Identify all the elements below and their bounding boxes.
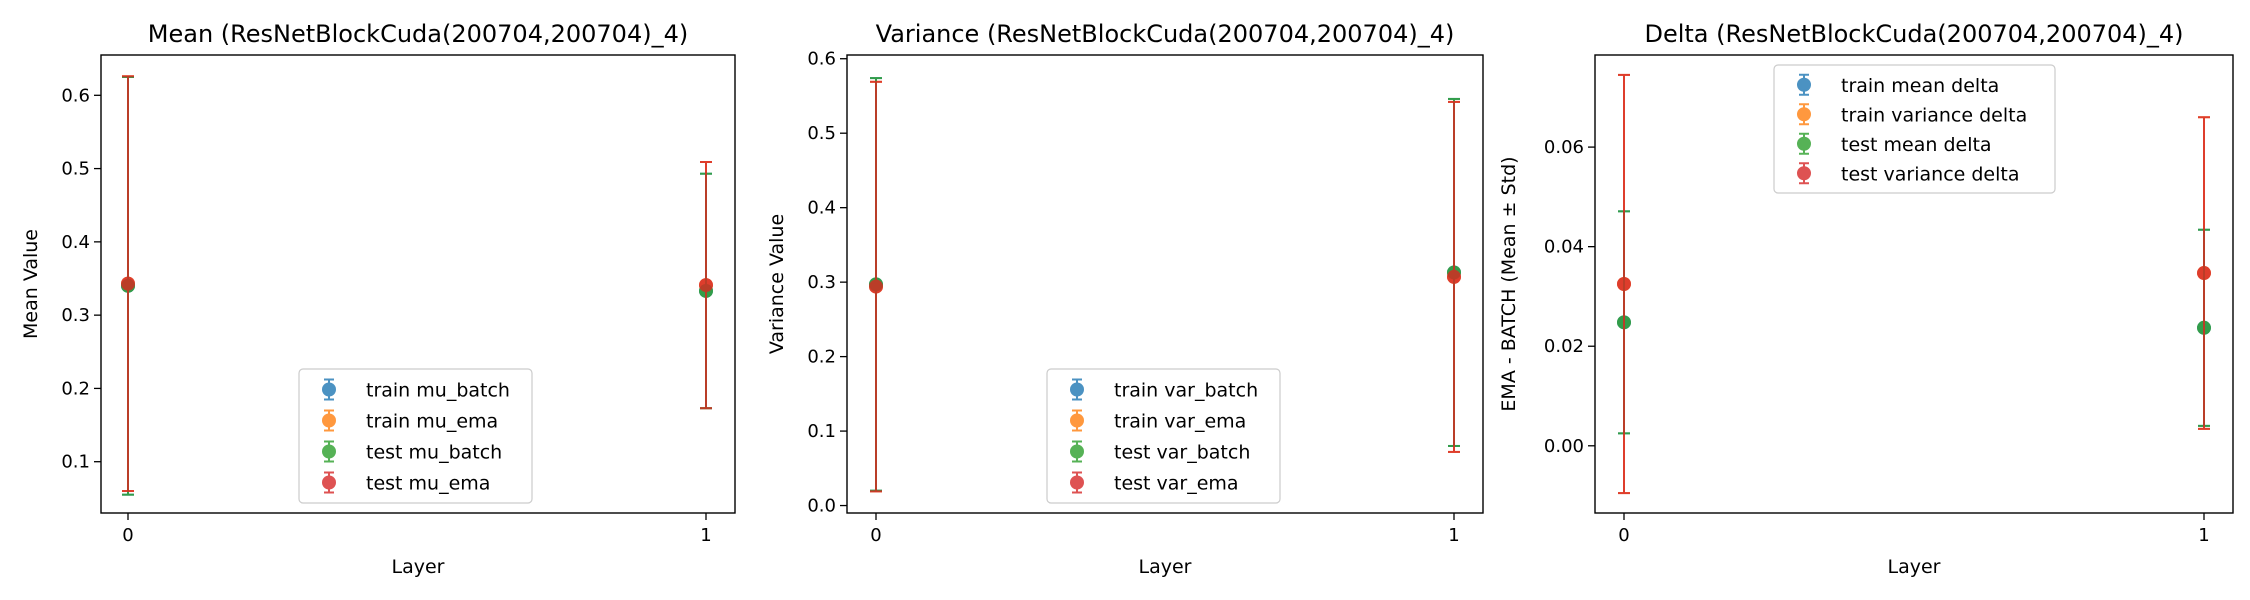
legend-entry [1797,162,1811,185]
series-test-variance-delta [1617,73,2211,495]
chart-panel-mean: Mean (ResNetBlockCuda(200704,200704)_4) … [20,20,736,578]
legend-marker [1797,107,1811,122]
data-point [1447,269,1461,284]
legend-marker [322,382,336,397]
legend-label: test mu_ema [366,473,490,495]
legend-label: test var_ema [1114,473,1239,495]
legend-marker [1070,382,1084,397]
legend-marker [1797,77,1811,92]
legend-entry [322,471,336,494]
legend-marker [1070,475,1084,490]
legend-label: test variance delta [1841,163,2020,185]
x-tick-label: 0 [870,525,881,546]
legend-entry [1797,132,1811,155]
chart-panel-delta: Delta (ResNetBlockCuda(200704,200704)_4)… [1498,20,2234,578]
y-axis-label: Mean Value [20,229,42,339]
plot-frame [846,54,1484,514]
legend-marker [322,444,336,459]
y-tick-label: 0.02 [1544,336,1584,357]
chart-panel-variance: Variance (ResNetBlockCuda(200704,200704)… [766,20,1484,578]
x-axis-label: Layer [1139,556,1192,578]
y-axis-label: Variance Value [766,214,788,354]
y-tick-label: 0.3 [61,305,90,326]
y-tick-label: 0.2 [61,378,90,399]
y-tick-label: 0.5 [61,159,90,180]
legend-entry [1070,471,1084,494]
legend-marker [1797,166,1811,181]
legend-box [298,368,533,504]
series-test-mu_ema [121,75,713,493]
legend-entry [1797,103,1811,126]
y-tick-label: 0.04 [1544,237,1584,258]
data-point [869,279,883,294]
x-tick-label: 0 [1618,525,1629,546]
legend-box [1046,368,1281,504]
chart-title: Variance (ResNetBlockCuda(200704,200704)… [876,20,1455,48]
chart-title: Delta (ResNetBlockCuda(200704,200704)_4) [1644,20,2183,48]
legend-entry [1070,409,1084,432]
y-axis-label: EMA - BATCH (Mean ± Std) [1498,156,1520,411]
legend: train mean delta train variance delta test… [1773,64,2056,194]
legend-entry [322,440,336,463]
y-tick-label: 0.1 [807,421,836,442]
legend-marker [1070,444,1084,459]
x-tick-label: 0 [122,525,133,546]
series-test-var_ema [869,80,1461,493]
legend-label: train var_ema [1114,411,1246,433]
legend-label: train variance delta [1841,104,2027,126]
x-axis-label: Layer [1888,556,1941,578]
data-point [1617,277,1631,291]
y-tick-label: 0.6 [807,49,836,70]
legend-marker [322,413,336,428]
chart-title: Mean (ResNetBlockCuda(200704,200704)_4) [148,20,688,48]
y-tick-label: 0.1 [61,452,90,473]
y-tick-label: 0.6 [61,85,90,106]
y-tick-label: 0.4 [61,232,90,253]
legend-label: train var_batch [1114,380,1258,402]
legend-label: train mean delta [1841,75,1999,97]
y-tick-label: 0.4 [807,198,836,219]
plot-frame [1594,54,2234,514]
legend-marker [322,475,336,490]
y-tick-label: 0.0 [807,496,836,517]
legend-entry [322,378,336,401]
legend-entry [1070,378,1084,401]
legend-label: train mu_batch [366,380,510,402]
plot-frame [100,54,736,514]
data-point [121,276,135,291]
x-axis-label: Layer [392,556,445,578]
legend-entry [1070,440,1084,463]
legend-label: test var_batch [1114,442,1250,464]
legend-box [1773,64,2056,194]
legend-marker [1070,413,1084,428]
legend-label: test mean delta [1841,134,1992,156]
legend-entry [1797,73,1811,96]
y-tick-label: 0.06 [1544,137,1584,158]
y-tick-label: 0.3 [807,272,836,293]
data-point [2197,266,2211,281]
y-tick-label: 0.5 [807,123,836,144]
x-tick-label: 1 [1448,525,1459,546]
data-point [699,278,713,293]
y-tick-label: 0.00 [1544,436,1584,457]
legend-label: train mu_ema [366,411,498,433]
legend-entry [322,409,336,432]
x-tick-label: 1 [700,525,711,546]
x-tick-label: 1 [2198,525,2209,546]
legend-label: test mu_batch [366,442,502,464]
legend-marker [1797,136,1811,151]
y-tick-label: 0.2 [807,347,836,368]
